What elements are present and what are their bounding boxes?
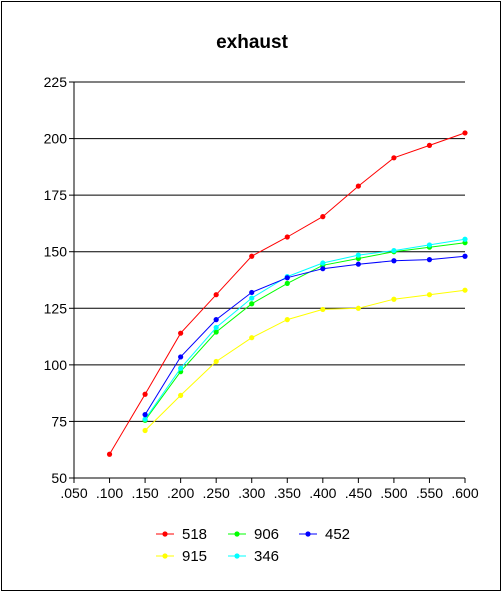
- data-point-346: [213, 324, 219, 331]
- data-point-452: [178, 354, 184, 360]
- series-line-915: [144, 289, 466, 431]
- data-point-452: [462, 253, 468, 259]
- legend-marker-915: [162, 553, 168, 559]
- legend-marker-518: [162, 531, 168, 537]
- data-point-518: [462, 130, 468, 136]
- data-point-452: [320, 266, 326, 272]
- data-point-346: [320, 260, 326, 266]
- data-point-915: [320, 306, 326, 313]
- y-tick-label: 175: [44, 187, 68, 203]
- data-point-452: [426, 257, 433, 263]
- x-tick-label: .300: [238, 485, 265, 501]
- gridlines: [74, 81, 465, 479]
- legend-label-906: 906: [254, 526, 279, 543]
- data-point-915: [391, 296, 397, 302]
- data-point-915: [462, 287, 468, 293]
- data-point-346: [249, 295, 255, 301]
- series-line-906: [144, 242, 466, 421]
- legend-marker-906: [234, 531, 240, 537]
- y-tick-label: 150: [44, 244, 68, 260]
- data-point-915: [213, 358, 219, 365]
- data-point-915: [142, 427, 148, 434]
- data-point-452: [142, 412, 148, 418]
- x-tick-label: .200: [167, 485, 194, 501]
- x-tick-label: .500: [380, 485, 407, 501]
- data-point-518: [142, 391, 148, 397]
- data-point-518: [213, 292, 219, 298]
- data-point-452: [391, 258, 397, 264]
- x-tick-label: .250: [203, 485, 230, 501]
- series-line-346: [144, 238, 466, 420]
- legend-label-518: 518: [182, 526, 207, 543]
- y-tick-label: 100: [44, 357, 68, 373]
- y-tick-label: 225: [44, 74, 68, 90]
- data-point-518: [426, 142, 433, 148]
- legend: 518 906 452 915 346: [156, 526, 350, 565]
- x-tick-label: .600: [451, 485, 478, 501]
- x-tick-label: .550: [416, 485, 443, 501]
- data-point-346: [462, 236, 468, 242]
- data-point-346: [142, 416, 148, 422]
- data-point-915: [284, 317, 290, 323]
- data-point-518: [249, 253, 255, 259]
- data-point-915: [355, 305, 361, 311]
- x-tick-label: .100: [96, 485, 123, 501]
- legend-marker-346: [234, 553, 240, 559]
- y-tick-label: 75: [51, 413, 67, 429]
- data-point-346: [426, 242, 433, 248]
- data-point-346: [355, 252, 361, 258]
- series-line-452: [144, 255, 466, 415]
- legend-marker-452: [305, 531, 311, 537]
- x-tick-label: .400: [309, 485, 336, 501]
- legend-label-915: 915: [182, 548, 207, 565]
- series-lines: [106, 130, 468, 457]
- axes: 50 75 100 125 150 175 200 225 .050 .100 .150 .200 .2…: [44, 74, 479, 501]
- data-point-906: [284, 280, 290, 286]
- x-tick-label: .150: [131, 485, 158, 501]
- data-point-452: [284, 275, 290, 281]
- data-point-452: [213, 317, 219, 323]
- data-point-452: [249, 289, 255, 296]
- data-point-915: [426, 292, 433, 298]
- data-point-346: [391, 247, 397, 254]
- chart-title: exhaust: [216, 32, 288, 53]
- data-point-915: [178, 392, 184, 399]
- data-point-452: [355, 261, 361, 267]
- legend-label-452: 452: [325, 526, 350, 543]
- data-point-518: [284, 234, 290, 240]
- x-tick-label: .350: [274, 485, 301, 501]
- legend-label-346: 346: [254, 548, 279, 565]
- x-tick-label: .050: [60, 485, 87, 501]
- data-point-518: [178, 330, 184, 336]
- data-point-915: [249, 335, 255, 341]
- data-point-906: [249, 301, 255, 307]
- y-tick-label: 50: [51, 470, 67, 486]
- x-tick-label: .450: [345, 485, 372, 501]
- data-point-346: [178, 365, 184, 371]
- series-line-518: [109, 132, 466, 455]
- data-point-518: [355, 183, 361, 189]
- y-tick-label: 125: [44, 300, 68, 316]
- y-tick-label: 200: [44, 131, 68, 147]
- data-point-518: [106, 451, 113, 457]
- data-point-906: [213, 329, 219, 335]
- data-point-518: [320, 214, 326, 220]
- data-point-518: [391, 155, 397, 161]
